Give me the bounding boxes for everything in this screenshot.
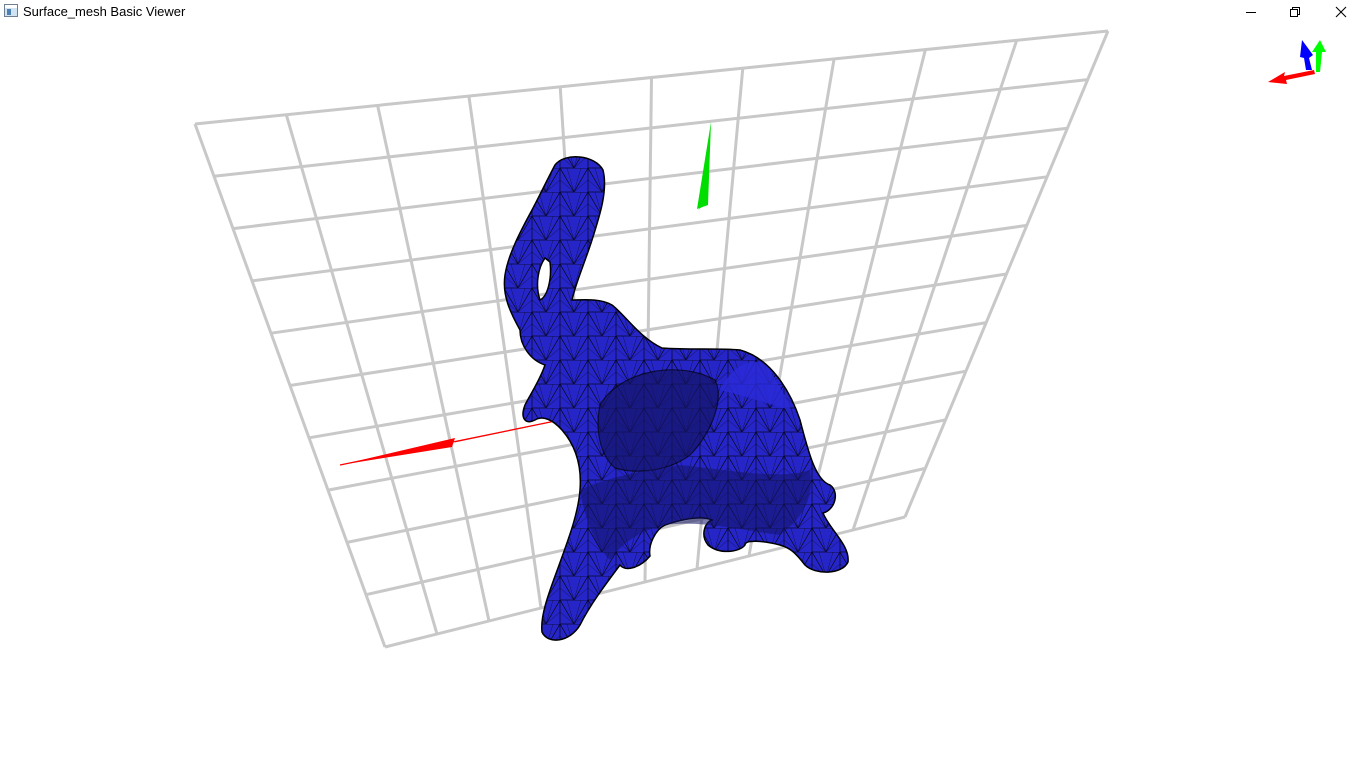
- 3d-viewport[interactable]: [0, 24, 1366, 764]
- close-icon: [1335, 6, 1347, 18]
- x-axis-arrow: [339, 417, 571, 466]
- minimize-icon: [1246, 12, 1256, 13]
- app-window-icon: [4, 4, 18, 17]
- restore-icon: [1290, 7, 1300, 17]
- elephant-mesh: [503, 156, 849, 641]
- grid-line: [903, 30, 1110, 518]
- window-title: Surface_mesh Basic Viewer: [23, 4, 186, 19]
- grid-line: [799, 49, 927, 544]
- minimize-button[interactable]: [1228, 0, 1274, 24]
- title-bar[interactable]: Surface_mesh Basic Viewer: [0, 0, 1366, 24]
- axis-gizmo: [1268, 40, 1326, 84]
- restore-button[interactable]: [1272, 0, 1318, 24]
- y-axis-arrow: [697, 122, 711, 210]
- close-button[interactable]: [1318, 0, 1364, 24]
- grid-plane: [193, 29, 1110, 649]
- grid-line: [289, 272, 1007, 387]
- grid-line: [851, 39, 1019, 531]
